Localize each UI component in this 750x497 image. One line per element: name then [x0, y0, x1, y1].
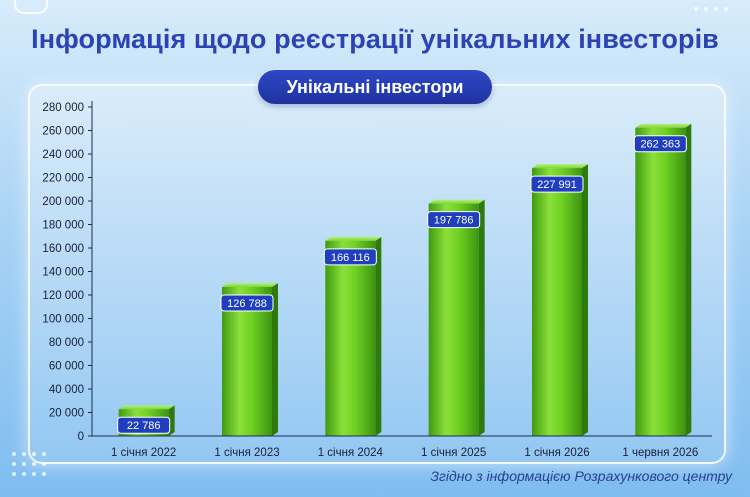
value-label-box	[117, 416, 171, 434]
bar-side	[478, 199, 485, 436]
y-tick-label: 120 000	[42, 290, 84, 302]
y-tick-label: 200 000	[42, 196, 84, 208]
x-tick-label: 1 червня 2026	[622, 447, 698, 459]
x-tick-label: 1 січня 2023	[214, 447, 279, 459]
bar-top	[222, 283, 278, 288]
page-title: Інформація щодо реєстрації унікальних ін…	[31, 24, 719, 54]
bar	[428, 203, 479, 436]
bar-top	[635, 123, 692, 128]
source-note: Згідно з інформацією Розрахункового цент…	[430, 468, 732, 484]
bar	[635, 127, 686, 436]
y-tick-label: 180 000	[42, 220, 84, 232]
bar-top	[428, 199, 485, 204]
y-tick-label: 80 000	[49, 337, 84, 349]
y-tick-label: 240 000	[42, 149, 84, 161]
x-tick-label: 1 січня 2022	[111, 447, 176, 459]
value-label: 126 788	[227, 298, 267, 310]
bar-side	[685, 123, 692, 436]
bars: 22 786 126 788 166 116 197 786 227 991 262 36…	[117, 123, 692, 436]
value-label: 22 786	[127, 420, 161, 432]
bar	[222, 287, 272, 436]
value-label: 227 991	[537, 179, 577, 191]
bar-top	[325, 236, 382, 241]
bar-top	[532, 164, 588, 169]
logo-mark	[14, 0, 48, 14]
y-tick-label: 140 000	[42, 267, 84, 279]
value-label: 197 786	[434, 215, 474, 227]
bar-side	[375, 236, 382, 436]
bar-side	[582, 164, 588, 436]
value-label-box	[633, 135, 687, 153]
y-axis: 0 20 000 40 000 60 000 80 000 100 000 120 000 1…	[42, 101, 93, 443]
x-tick-label: 1 січня 2026	[524, 447, 589, 459]
y-tick-label: 160 000	[42, 243, 84, 255]
x-axis: 1 січня 2022 1 січня 2023 1 січня 2024 1 сі…	[92, 435, 712, 459]
value-label-box	[427, 211, 481, 229]
value-label: 166 116	[331, 252, 370, 264]
decorative-dots	[694, 7, 728, 11]
y-tick-label: 40 000	[49, 384, 84, 396]
x-tick-label: 1 січня 2024	[318, 447, 384, 459]
bar	[532, 168, 582, 436]
y-tick-label: 20 000	[49, 408, 84, 420]
chart-title-badge: Унікальні інвестори	[258, 70, 492, 104]
bar	[325, 240, 376, 436]
value-label-box	[323, 248, 377, 266]
y-tick-label: 60 000	[49, 361, 84, 373]
bar-side	[272, 283, 278, 436]
value-label-box	[220, 294, 274, 312]
y-tick-label: 280 000	[42, 102, 84, 114]
y-tick-label: 0	[78, 431, 84, 443]
bar-top	[118, 405, 175, 410]
y-tick-label: 220 000	[42, 173, 84, 185]
value-label-box	[530, 175, 584, 193]
y-tick-label: 260 000	[42, 126, 84, 138]
y-tick-label: 100 000	[42, 314, 84, 326]
value-label: 262 363	[640, 139, 680, 151]
x-tick-label: 1 січня 2025	[421, 447, 486, 459]
bar-side	[168, 405, 175, 436]
